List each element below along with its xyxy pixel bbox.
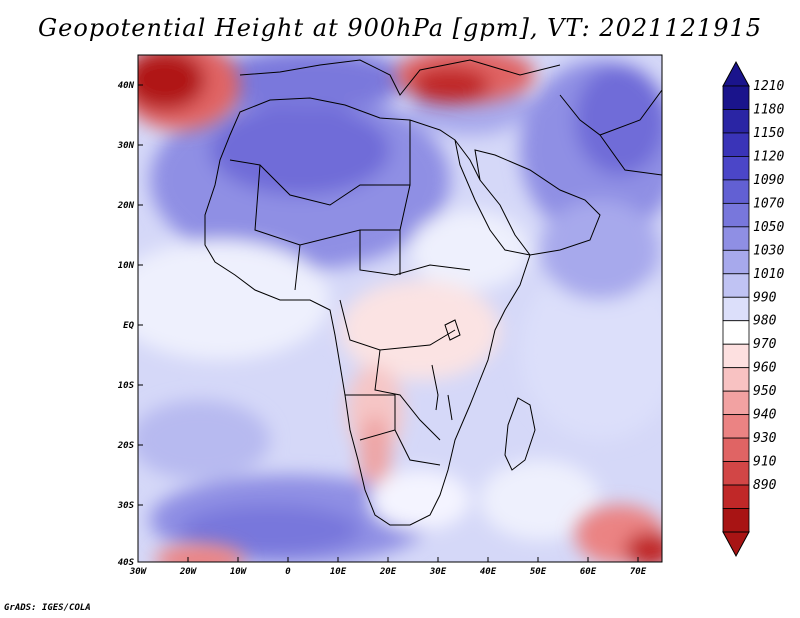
- lon-label: 10W: [230, 567, 248, 577]
- colorbar-swatch: [722, 156, 750, 181]
- lon-label: 0: [285, 567, 291, 577]
- colorbar-swatch: [722, 414, 750, 439]
- colorbar-swatch: [722, 179, 750, 204]
- colorbar-swatch: [722, 226, 750, 251]
- lat-label: 40S: [118, 558, 135, 568]
- colorbar-label: 930: [753, 431, 777, 446]
- colorbar-label: 980: [753, 314, 777, 329]
- grads-credit: GrADS: IGES/COLA: [4, 603, 91, 613]
- colorbar-swatch: [722, 461, 750, 486]
- colorbar-label: 1010: [753, 267, 784, 282]
- colorbar-label: 950: [753, 384, 777, 399]
- lon-label: 30W: [129, 567, 148, 577]
- colorbar-swatch: [722, 320, 750, 345]
- colorbar-swatch: [722, 367, 750, 392]
- lon-label: 60E: [580, 567, 597, 577]
- lat-label: 10S: [118, 381, 135, 391]
- colorbar-label: 1210: [753, 79, 784, 94]
- lon-label: 20E: [379, 567, 397, 577]
- colorbar-label: 890: [753, 478, 777, 493]
- colorbar-swatch: [722, 109, 750, 134]
- colorbar-cap-top: [722, 60, 750, 87]
- colorbar-label: 1120: [753, 149, 784, 164]
- lat-label: 20N: [117, 201, 135, 211]
- colorbar-label: 1050: [753, 220, 784, 235]
- colorbar: 1210 1180 1150 1120 1090 1070 1050 1030 1010 990 9…: [722, 60, 784, 558]
- geopotential-field: [138, 55, 662, 562]
- lon-label: 70E: [630, 567, 647, 577]
- map-frame: [137, 54, 663, 563]
- colorbar-label: 990: [753, 290, 777, 305]
- colorbar-swatch: [722, 437, 750, 462]
- lat-label: 20S: [117, 441, 135, 451]
- colorbar-label: 940: [753, 408, 777, 423]
- lat-label: 40N: [118, 81, 135, 91]
- colorbar-swatch: [722, 249, 750, 275]
- colorbar-label: 1090: [753, 173, 784, 188]
- colorbar-swatch: [722, 132, 750, 157]
- colorbar-label: 910: [753, 455, 777, 470]
- colorbar-cap-bottom: [722, 531, 750, 558]
- colorbar-swatch: [722, 343, 750, 369]
- lat-label: 30S: [117, 501, 135, 511]
- colorbar-swatch: [722, 202, 750, 228]
- colorbar-swatch: [722, 85, 750, 110]
- lat-label: 30N: [117, 141, 135, 151]
- colorbar-label: 960: [753, 361, 777, 376]
- colorbar-label: 1070: [753, 196, 784, 211]
- colorbar-swatch: [722, 390, 750, 416]
- lon-label: 40E: [480, 567, 497, 577]
- lon-label: 30E: [429, 567, 447, 577]
- colorbar-label: 1180: [753, 102, 784, 117]
- colorbar-swatch: [722, 484, 750, 509]
- lat-label: 10N: [118, 261, 135, 271]
- lon-label: 50E: [530, 567, 547, 577]
- longitude-axis: 30W 20W 10W 0 10E 20E 30E 40E 50E 60E 70E: [129, 557, 647, 577]
- colorbar-swatch: [722, 508, 750, 533]
- weather-map: 30W 20W 10W 0 10E 20E 30E 40E 50E 60E 70E 40N 30N 20…: [117, 54, 663, 577]
- lon-label: 20W: [179, 567, 198, 577]
- colorbar-swatch: [722, 296, 750, 322]
- lat-label: EQ: [123, 321, 134, 331]
- lon-label: 10E: [330, 567, 347, 577]
- colorbar-label: 1150: [753, 126, 784, 141]
- map-title: Geopotential Height at 900hPa [gpm], VT:…: [38, 14, 762, 42]
- colorbar-label: 970: [753, 337, 777, 352]
- colorbar-label: 1030: [753, 243, 784, 258]
- colorbar-swatch: [722, 273, 750, 298]
- coastlines: [204, 59, 662, 526]
- latitude-axis: 40N 30N 20N 10N EQ 10S 20S 30S 40S: [117, 81, 143, 568]
